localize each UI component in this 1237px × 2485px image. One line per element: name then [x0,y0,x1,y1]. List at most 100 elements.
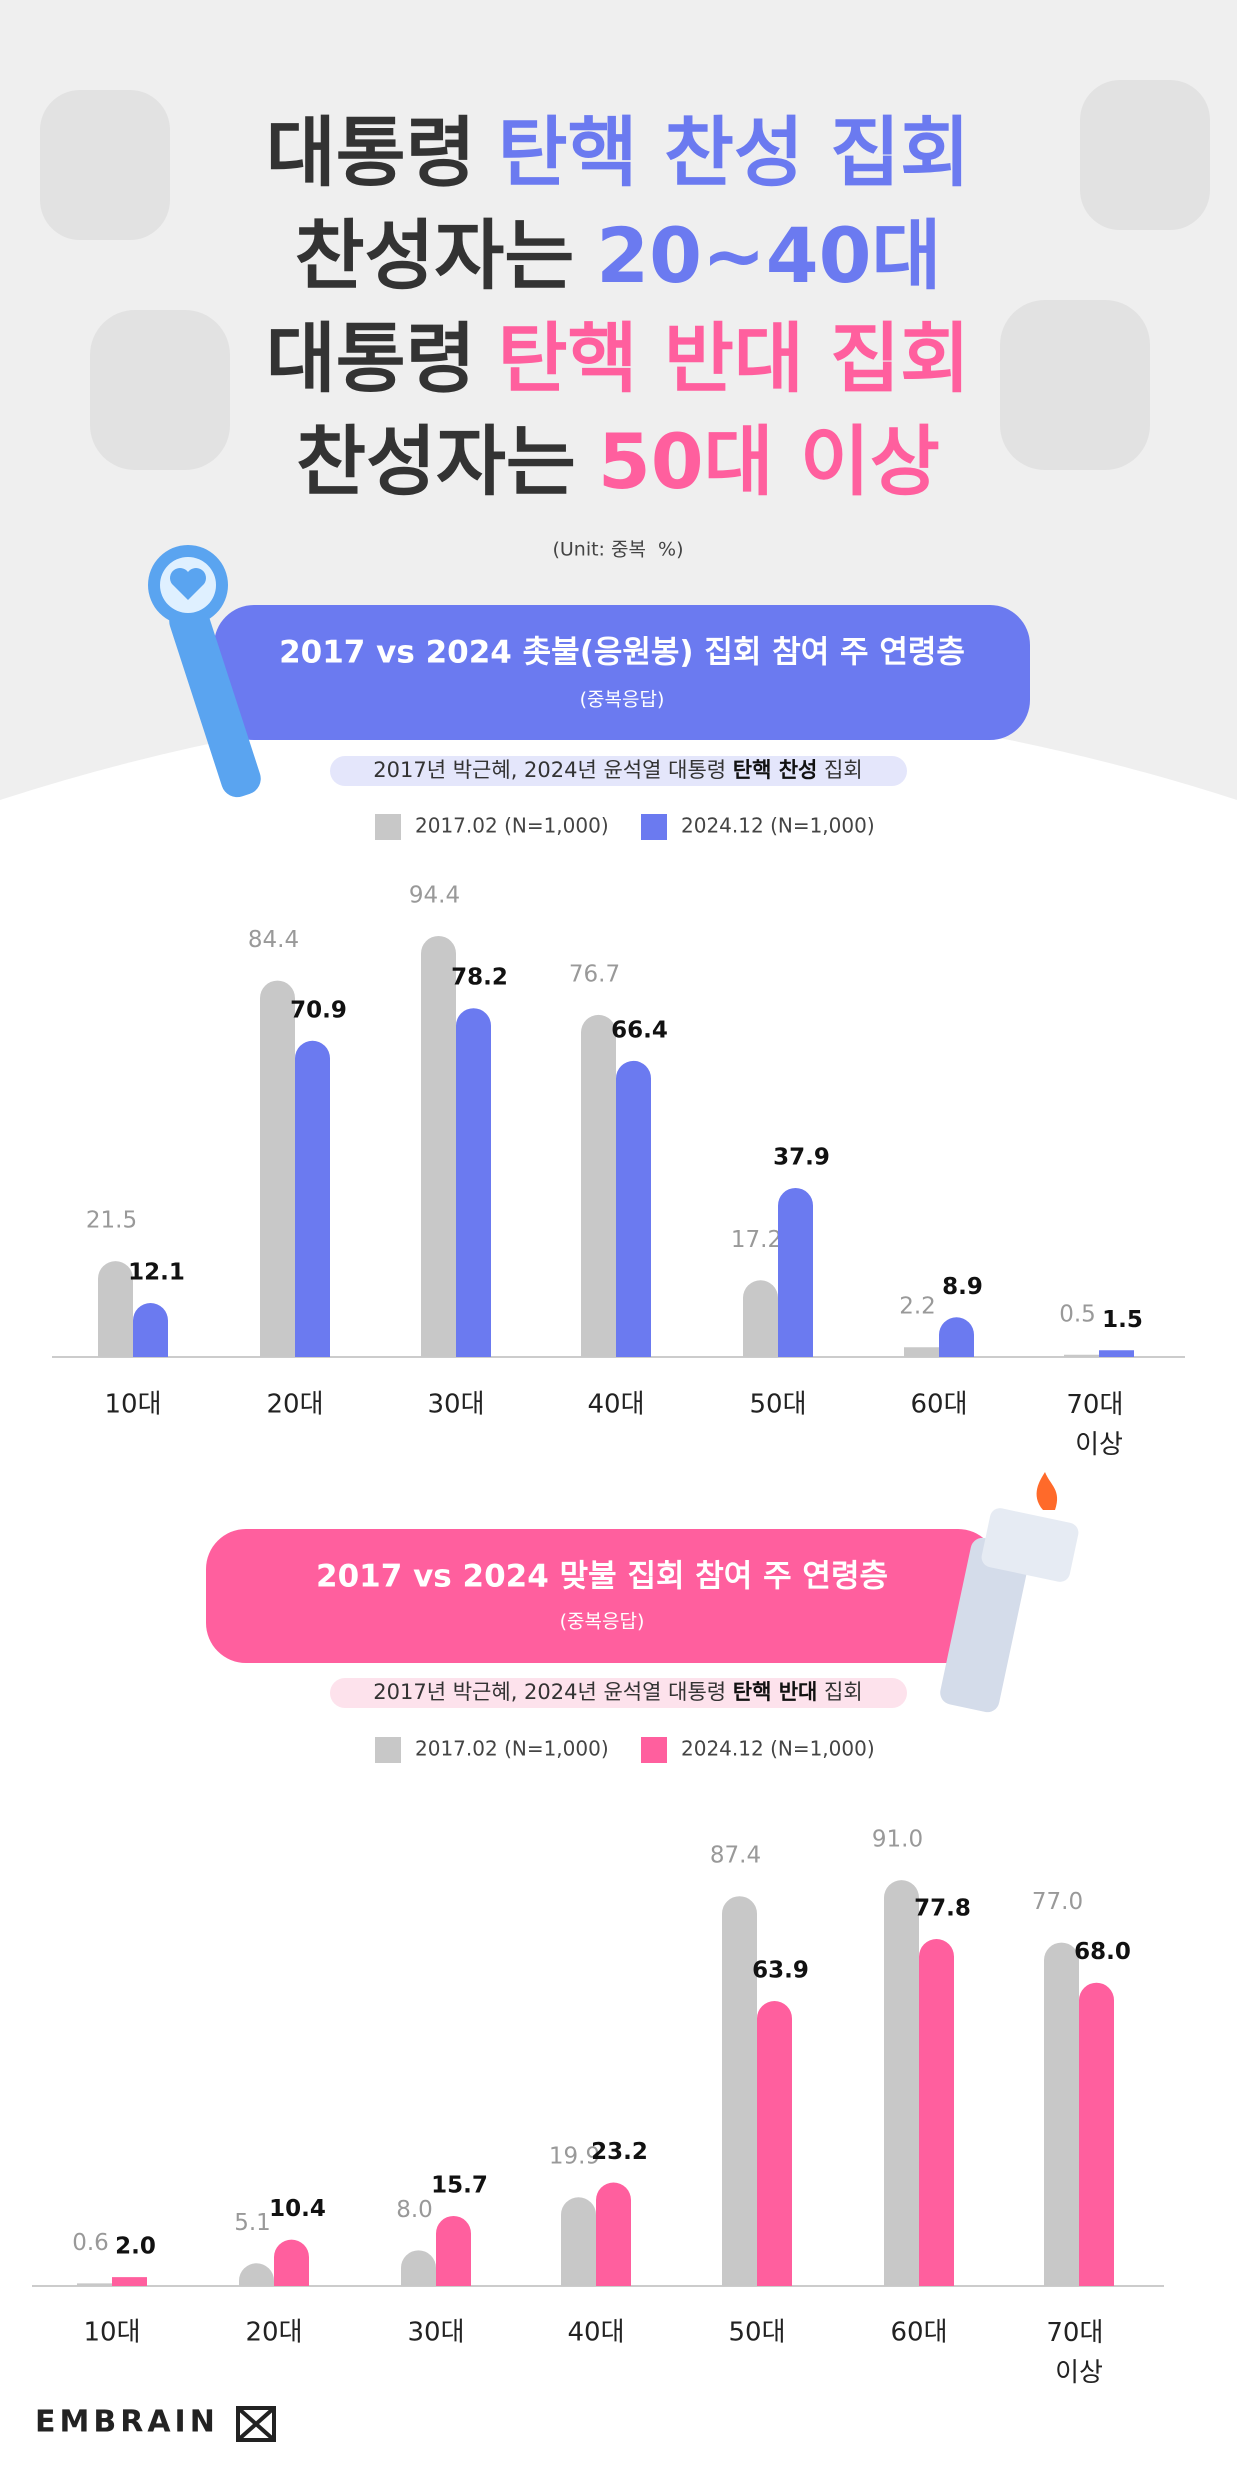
bar [581,1014,616,1357]
x-tick-label: 30대 [407,2318,464,2348]
value-label: 87.4 [710,1843,761,1869]
title-panel [214,605,1030,740]
bar [722,1896,757,2286]
headline-highlight: 탄핵 찬성 집회 [498,108,970,197]
note-text: 집회 [817,1680,862,1704]
bar [884,1880,919,2286]
chart-note: 2017년 박근혜, 2024년 윤석열 대통령 탄핵 찬성 집회 [373,758,862,782]
bar [295,1040,330,1357]
headline: 찬성자는 20~40대 [295,211,942,300]
x-tick-label: 70대 이상 [1066,1390,1131,1460]
legend-label: 2024.12 (N=1,000) [681,1737,875,1761]
x-tick-label: 20대 [245,2318,302,2348]
value-label: 17.2 [731,1227,782,1253]
bar [239,2263,274,2286]
bar [919,1939,954,2286]
logo: EMBRAIN [35,2405,219,2440]
x-tick-label: 70대 이상 [1046,2318,1111,2388]
x-tick-label: 60대 [890,2318,947,2348]
x-tick-label: 50대 [749,1390,806,1420]
value-label: 15.7 [431,2172,488,2198]
bar [274,2239,309,2286]
headline-text: 대통령 [266,314,476,403]
bar [436,2215,471,2286]
bar [1099,1350,1134,1357]
logo-mark [236,2406,276,2442]
value-label: 8.0 [396,2197,433,2223]
chart-subtitle: (중복응답) [580,689,665,711]
legend-swatch [375,814,401,840]
headline-highlight: 20~40대 [596,211,941,300]
bar [1044,1942,1079,2286]
bar [939,1317,974,1357]
value-label: 84.4 [248,927,299,953]
value-label: 2.2 [899,1294,936,1320]
bar [112,2277,147,2286]
note-bold: 탄핵 반대 [733,1680,818,1704]
value-label: 0.6 [72,2230,109,2256]
headline-text: 대통령 [266,108,476,197]
headline-highlight: 탄핵 반대 집회 [498,314,970,403]
note-text: 집회 [817,758,862,782]
torch-icon [940,1472,1079,1713]
chart-title: 2017 vs 2024 촛불(응원봉) 집회 참여 주 연령층 [279,635,965,671]
value-label: 2.0 [115,2234,156,2260]
bar [421,935,456,1357]
note-highlight [330,1678,907,1708]
value-label: 76.7 [569,961,620,987]
legend-swatch [375,1737,401,1763]
x-tick-label: 20대 [266,1390,323,1420]
value-label: 78.2 [451,965,508,991]
note-text: 2017년 박근혜, 2024년 윤석열 대통령 [373,758,732,782]
value-label: 63.9 [752,1958,809,1984]
unit-note: (Unit: 중복 %) [552,539,683,561]
bar [260,980,295,1357]
chart-subtitle: (중복응답) [560,1611,645,1633]
x-tick-label: 40대 [587,1390,644,1420]
value-label: 5.1 [234,2210,271,2236]
value-label: 21.5 [86,1208,137,1234]
legend-label: 2017.02 (N=1,000) [415,814,609,838]
value-label: 37.9 [773,1144,830,1170]
value-label: 0.5 [1059,1301,1096,1327]
bar [778,1187,813,1357]
legend-swatch [641,814,667,840]
value-label: 19.9 [549,2144,600,2170]
x-tick-label: 40대 [567,2318,624,2348]
headline: 대통령 탄핵 찬성 집회 [266,108,970,197]
note-text: 2017년 박근혜, 2024년 윤석열 대통령 [373,1680,732,1704]
bar [133,1303,168,1357]
value-label: 77.8 [914,1896,971,1922]
x-tick-label: 50대 [728,2318,785,2348]
bar [743,1280,778,1357]
legend-label: 2024.12 (N=1,000) [681,814,875,838]
legend-label: 2017.02 (N=1,000) [415,1737,609,1761]
headline: 대통령 탄핵 반대 집회 [266,314,970,403]
value-label: 1.5 [1102,1307,1143,1333]
bar [98,1261,133,1357]
headline-highlight: 50대 이상 [598,417,940,506]
note-bold: 탄핵 찬성 [733,758,818,782]
chart-note: 2017년 박근혜, 2024년 윤석열 대통령 탄핵 반대 집회 [373,1680,862,1704]
value-label: 12.1 [128,1260,185,1286]
decoration [40,80,1210,470]
bar [561,2197,596,2286]
bar [456,1008,491,1357]
bar [904,1347,939,1357]
value-label: 94.4 [409,882,460,908]
value-label: 10.4 [269,2196,326,2222]
bar [401,2250,436,2286]
value-label: 68.0 [1074,1939,1131,1965]
value-label: 77.0 [1032,1889,1083,1915]
title-panel [206,1529,998,1663]
value-label: 70.9 [290,997,347,1023]
headline-text: 찬성자는 [295,211,575,300]
bar [757,2001,792,2286]
bar [616,1060,651,1357]
x-tick-label: 10대 [83,2318,140,2348]
value-label: 23.2 [591,2139,648,2165]
value-label: 91.0 [872,1827,923,1853]
x-tick-label: 10대 [104,1390,161,1420]
bar [1079,1982,1114,2286]
